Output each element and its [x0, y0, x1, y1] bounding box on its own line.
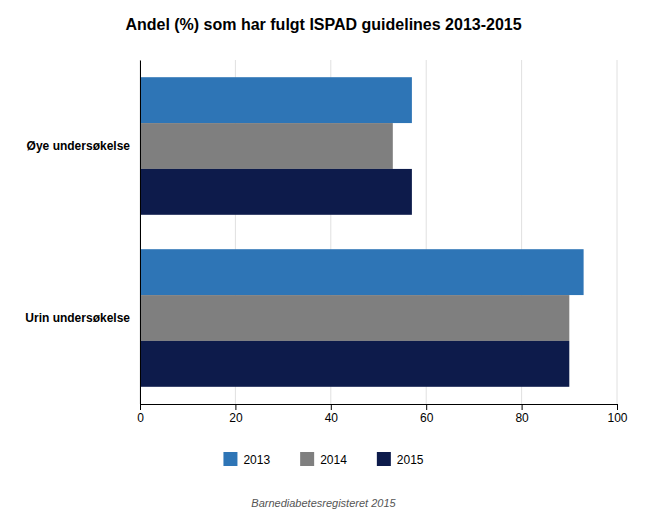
grid-line [617, 60, 618, 404]
tick-label: 60 [420, 411, 434, 425]
legend-item: 2013 [223, 452, 270, 467]
tick-label: Øye undersøkelse [27, 139, 131, 153]
bar [140, 295, 569, 341]
legend-swatch [300, 452, 314, 466]
bar [140, 77, 412, 123]
tick: 60 [420, 404, 434, 425]
tick-mark [426, 404, 427, 410]
tick: 40 [325, 404, 339, 425]
axis-line [141, 405, 618, 411]
legend-item: 2015 [377, 452, 424, 467]
tick: 0 [137, 404, 144, 425]
tick: 100 [607, 404, 627, 425]
tick-mark [331, 404, 332, 410]
chart: Andel (%) som har fulgt ISPAD guidelines… [0, 0, 647, 519]
bar [140, 249, 584, 295]
plot: 0 20 40 60 80 100 Urin undersøkelse Øye undersø… [25, 60, 628, 425]
tick-mark [617, 404, 618, 410]
legend-label: 2013 [243, 453, 270, 467]
tick-label: 80 [515, 411, 529, 425]
tick-mark [235, 404, 236, 410]
grid [140, 60, 617, 404]
tick-mark [522, 404, 523, 410]
y-axis: Urin undersøkelse Øye undersøkelse [25, 61, 140, 405]
tick-label: 0 [137, 411, 144, 425]
tick-mark [140, 404, 141, 410]
axis-line [140, 61, 141, 405]
tick: 80 [515, 404, 529, 425]
legend-label: 2015 [397, 453, 424, 467]
bar [140, 169, 412, 215]
title: Andel (%) som har fulgt ISPAD guidelines… [125, 16, 521, 33]
series [140, 169, 569, 387]
series [140, 77, 584, 295]
grid-line [140, 60, 141, 404]
tick: 20 [229, 404, 243, 425]
legend-item: 2014 [300, 452, 347, 467]
legend-swatch [223, 452, 237, 466]
footer: Barnediabetesregisteret 2015 [251, 497, 396, 509]
bars [140, 77, 584, 387]
legend-label: 2014 [320, 453, 347, 467]
tick-label: 20 [229, 411, 243, 425]
tick: Urin undersøkelse [25, 311, 130, 325]
legend: 2013 2014 2015 [223, 452, 423, 467]
tick-label: 100 [607, 411, 627, 425]
tick-label: 40 [325, 411, 339, 425]
series [140, 123, 569, 341]
tick: Øye undersøkelse [27, 139, 131, 153]
bar [140, 341, 569, 387]
legend-swatch [377, 452, 391, 466]
bar [140, 123, 393, 169]
x-axis: 0 20 40 60 80 100 [137, 404, 628, 425]
tick-label: Urin undersøkelse [25, 311, 130, 325]
